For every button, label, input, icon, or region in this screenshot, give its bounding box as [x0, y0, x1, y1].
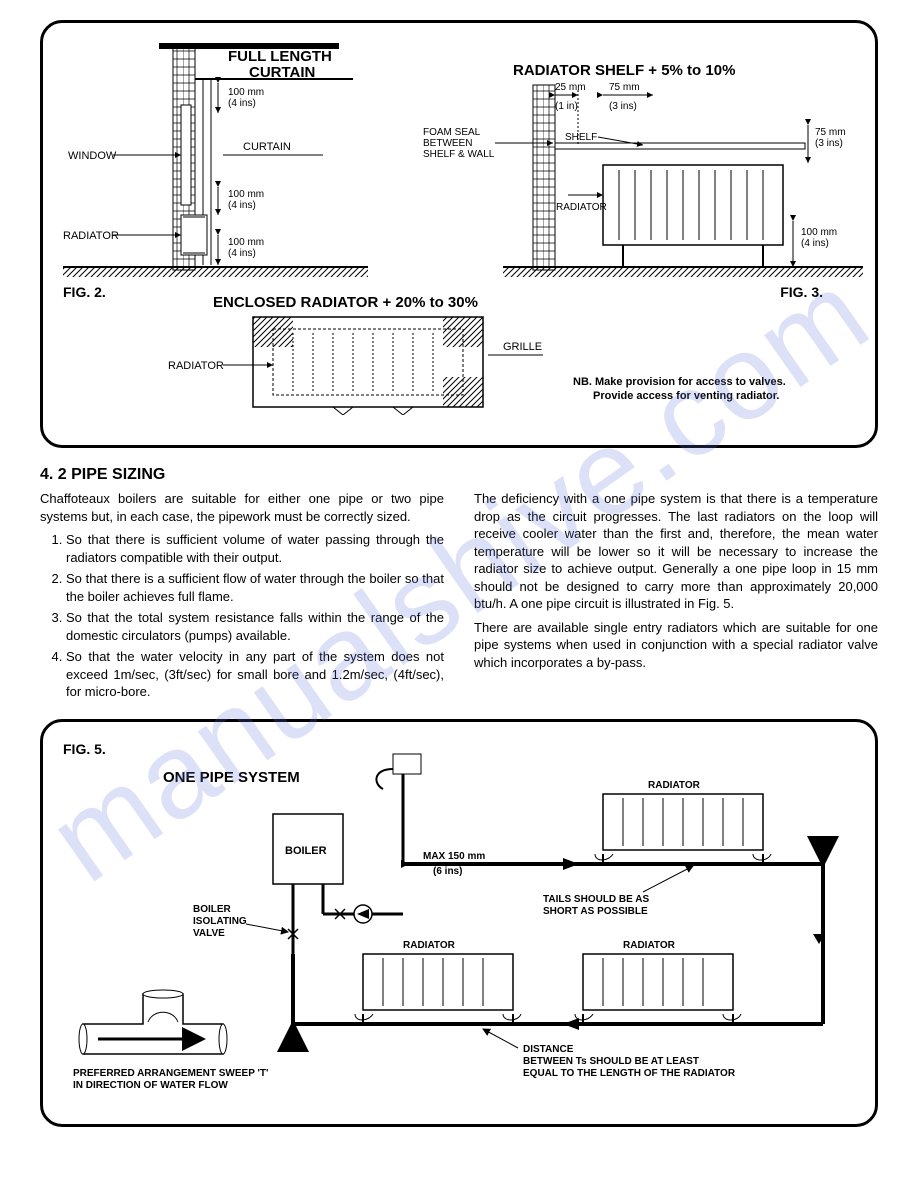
fig5-boiler: BOILER [285, 845, 327, 857]
fig3-foam1: FOAM SEAL [423, 127, 481, 138]
fig2-dim-bot: 100 mm [228, 237, 264, 248]
fig3-dim25: 25 mm [555, 82, 586, 93]
fig2-title2: CURTAIN [249, 64, 315, 81]
fig5-tails2: SHORT AS POSSIBLE [543, 906, 648, 917]
right-para1: The deficiency with a one pipe system is… [474, 490, 878, 613]
fig5-svg: FIG. 5. ONE PIPE SYSTEM BOILER BOILER [63, 734, 863, 1094]
fig4-label: FIG. 4. [263, 414, 306, 415]
fig5-sweep1: PREFERRED ARRANGEMENT SWEEP 'T' [73, 1068, 268, 1079]
fig3-shelf-label: SHELF [565, 132, 597, 143]
text-columns: Chaffoteaux boilers are suitable for eit… [40, 490, 878, 705]
fig3-rad-label: RADIATOR [556, 202, 607, 213]
left-para: Chaffoteaux boilers are suitable for eit… [40, 490, 444, 525]
left-column: Chaffoteaux boilers are suitable for eit… [40, 490, 444, 705]
fig4-rad-label: RADIATOR [168, 360, 224, 372]
sweep-t-group [79, 990, 227, 1054]
fig2-dim-mid: 100 mm [228, 189, 264, 200]
fig3-dim100: 100 mm [801, 227, 837, 238]
fig-3-group: RADIATOR SHELF + 5% to 10% FOAM SEAL BET… [423, 62, 863, 300]
fig4-grille-label: GRILLE [503, 341, 542, 353]
fig2-title1: FULL LENGTH [228, 48, 332, 65]
fig4-title: ENCLOSED RADIATOR + 20% to 30% [213, 294, 478, 311]
fig2-curtain-label: CURTAIN [243, 141, 291, 153]
fig2-dim-mid-sub: (4 ins) [228, 200, 256, 211]
spec-item-3: So that the total system resistance fall… [66, 609, 444, 644]
fig5-biv3: VALVE [193, 928, 225, 939]
fig5-max150: MAX 150 mm [423, 851, 485, 862]
fig3-dim75b: 75 mm [815, 127, 846, 138]
fig3-foam2: BETWEEN [423, 138, 472, 149]
fig2-window-label: WINDOW [68, 150, 117, 162]
fig3-label: FIG. 3. [780, 284, 823, 300]
fig5-title: ONE PIPE SYSTEM [163, 769, 300, 786]
fig5-rad-tr: RADIATOR [648, 780, 701, 791]
fig3-dim75s: (3 ins) [609, 101, 637, 112]
fig3-dim100s: (4 ins) [801, 238, 829, 249]
fig5-dist1: DISTANCE [523, 1044, 574, 1055]
fig-4-group: ENCLOSED RADIATOR + 20% to 30% [168, 294, 543, 415]
spec-item-1: So that there is sufficient volume of wa… [66, 531, 444, 566]
spec-item-4: So that the water velocity in any part o… [66, 648, 444, 701]
fig5-biv2: ISOLATING [193, 916, 247, 927]
fig5-max150s: (6 ins) [433, 866, 462, 877]
fig5-rad-bl: RADIATOR [403, 940, 456, 951]
fig5-tails1: TAILS SHOULD BE AS [543, 894, 649, 905]
right-column: The deficiency with a one pipe system is… [474, 490, 878, 705]
figure-box-top: FULL LENGTH CURTAIN 100 mm (4 ins) WINDO… [40, 20, 878, 448]
fig3-dim75: 75 mm [609, 82, 640, 93]
fig5-label: FIG. 5. [63, 741, 106, 757]
fig4-nb1: NB. Make provision for access to valves. [573, 376, 786, 388]
fig5-biv1: BOILER [193, 904, 232, 915]
figures-2-3-4-svg: FULL LENGTH CURTAIN 100 mm (4 ins) WINDO… [63, 35, 863, 415]
page: manualshive.com [0, 0, 918, 1165]
fig5-sweep2: IN DIRECTION OF WATER FLOW [73, 1080, 228, 1091]
fig2-dim-top: 100 mm [228, 87, 264, 98]
fig2-label: FIG. 2. [63, 284, 106, 300]
fig2-dim-top-sub: (4 ins) [228, 98, 256, 109]
fig2-dim-bot-sub: (4 ins) [228, 248, 256, 259]
figure-box-5: FIG. 5. ONE PIPE SYSTEM BOILER BOILER [40, 719, 878, 1127]
fig-2-group: FULL LENGTH CURTAIN 100 mm (4 ins) WINDO… [63, 43, 368, 300]
right-para2: There are available single entry radiato… [474, 619, 878, 672]
fig4-nb2: Provide access for venting radiator. [593, 390, 779, 402]
fig5-dist2: BETWEEN Ts SHOULD BE AT LEAST [523, 1056, 699, 1067]
section-heading: 4. 2 PIPE SIZING [40, 466, 878, 484]
fig3-dim25s: (1 in) [555, 101, 578, 112]
fig2-rad-label: RADIATOR [63, 230, 119, 242]
fig5-dist3: EQUAL TO THE LENGTH OF THE RADIATOR [523, 1068, 736, 1079]
fig3-foam3: SHELF & WALL [423, 149, 495, 160]
spec-item-2: So that there is a sufficient flow of wa… [66, 570, 444, 605]
spec-list: So that there is sufficient volume of wa… [40, 531, 444, 701]
fig3-dim75bs: (3 ins) [815, 138, 843, 149]
fig3-title: RADIATOR SHELF + 5% to 10% [513, 62, 735, 79]
fig5-rad-br: RADIATOR [623, 940, 676, 951]
